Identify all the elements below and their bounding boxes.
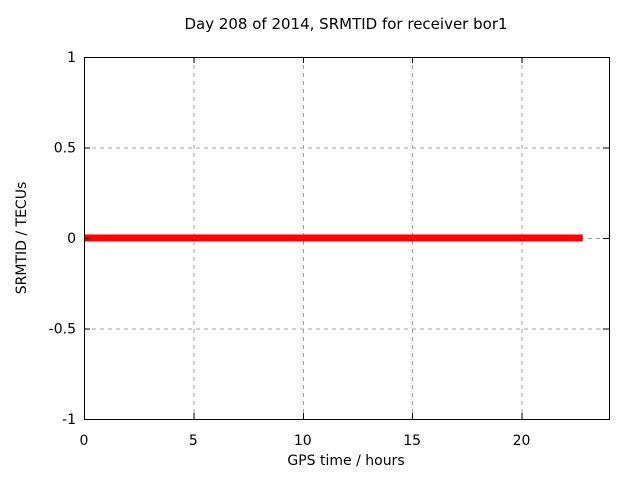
y-tick-label-0: 0 (67, 231, 76, 247)
x-tick-label-15: 15 (403, 433, 421, 449)
chart-title: Day 208 of 2014, SRMTID for receiver bor… (184, 15, 508, 33)
y-tick-label--1: -1 (62, 412, 76, 428)
y-tick-label--0.5: -0.5 (49, 322, 76, 338)
x-tick-label-5: 5 (189, 433, 198, 449)
x-tick-label-20: 20 (513, 433, 531, 449)
y-tick-label-0.5: 0.5 (54, 141, 76, 157)
y-tick-label-1: 1 (67, 50, 76, 66)
x-tick-label-10: 10 (294, 433, 312, 449)
x-tick-label-0: 0 (80, 433, 89, 449)
x-axis-label: GPS time / hours (287, 453, 405, 469)
